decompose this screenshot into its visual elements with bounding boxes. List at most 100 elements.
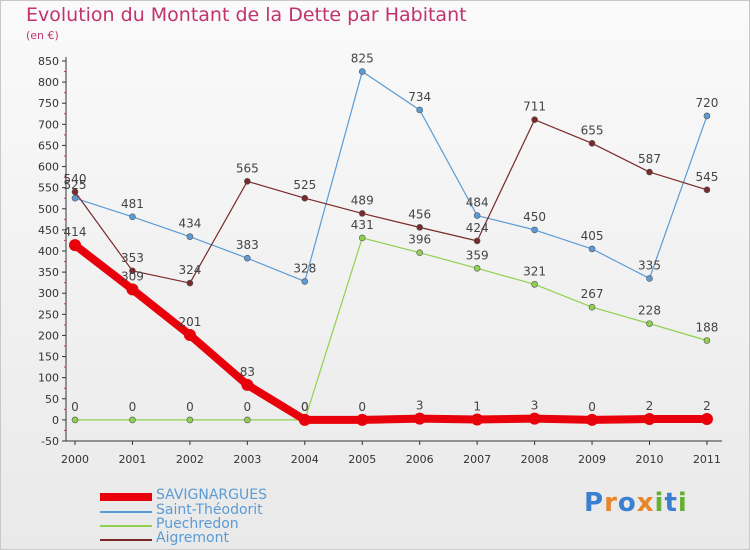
point-puechredon	[71, 416, 79, 424]
point-aigremont	[646, 168, 653, 176]
x-tick-label: 2002	[176, 453, 204, 466]
point-savignargues	[183, 329, 196, 342]
y-tick-label: 250	[38, 308, 59, 321]
data-label-savignargues: 1	[473, 399, 481, 413]
point-puechredon	[129, 416, 136, 424]
data-label-savignargues: 0	[358, 400, 366, 414]
x-tick-label: 2010	[636, 453, 664, 466]
data-label-puechredon: 0	[186, 400, 194, 414]
point-savignargues	[241, 378, 254, 391]
legend-label-aigremont: Aigremont	[156, 530, 229, 546]
point-saint-theodorit	[301, 278, 309, 285]
data-label-aigremont: 711	[523, 100, 546, 114]
y-tick-label: 550	[38, 182, 59, 195]
point-puechredon	[244, 416, 251, 424]
x-tick-label: 2003	[233, 453, 261, 466]
data-label-aigremont: 540	[64, 172, 87, 186]
point-puechredon	[531, 281, 538, 288]
x-tick-label: 2005	[348, 453, 376, 466]
data-label-aigremont: 525	[293, 178, 316, 192]
data-label-puechredon: 228	[638, 304, 661, 318]
x-tick-label: 2007	[463, 453, 491, 466]
data-label-savignargues: 0	[301, 400, 309, 414]
data-label-aigremont: 324	[178, 263, 201, 277]
y-tick-label: -50	[41, 435, 59, 448]
point-puechredon	[703, 337, 711, 344]
point-savignargues	[413, 412, 426, 425]
x-tick-label: 2009	[578, 453, 606, 466]
point-puechredon	[186, 416, 194, 424]
data-label-aigremont: 353	[121, 251, 144, 265]
y-tick-label: 700	[38, 118, 59, 131]
data-label-saint-theodorit: 484	[466, 196, 489, 210]
point-saint-theodorit	[588, 245, 596, 253]
data-label-saint-theodorit: 450	[523, 210, 546, 224]
data-label-saint-theodorit: 525	[64, 178, 87, 192]
data-label-saint-theodorit: 481	[121, 197, 144, 211]
data-label-savignargues: 201	[178, 315, 201, 329]
data-label-saint-theodorit: 734	[408, 90, 431, 104]
x-tick-label: 2000	[61, 453, 89, 466]
legend-label-saint-theodorit: Saint-Théodorit	[156, 502, 263, 518]
legend-swatch-saint-theodorit	[100, 511, 152, 513]
data-label-savignargues: 83	[240, 365, 255, 379]
data-label-savignargues: 0	[588, 400, 596, 414]
y-tick-label: 300	[38, 287, 59, 300]
data-label-saint-theodorit: 328	[293, 261, 316, 275]
y-tick-label: 350	[38, 266, 59, 279]
y-tick-label: 600	[38, 161, 59, 174]
legend-label-savignargues: SAVIGNARGUES	[156, 487, 267, 503]
point-savignargues	[471, 413, 484, 426]
y-tick-label: 650	[38, 139, 59, 152]
point-savignargues	[69, 239, 81, 252]
chart-subtitle: (en €)	[26, 29, 59, 42]
logo-letter: o	[617, 488, 637, 518]
logo-letter: t	[664, 488, 678, 518]
data-label-savignargues: 2	[646, 399, 654, 413]
series-lines	[69, 68, 713, 426]
point-savignargues	[356, 413, 369, 426]
data-label-saint-theodorit: 434	[178, 217, 201, 231]
point-puechredon	[588, 303, 596, 311]
data-label-saint-theodorit: 825	[351, 52, 374, 66]
point-savignargues	[586, 413, 599, 426]
data-label-savignargues: 2	[703, 399, 711, 413]
point-aigremont	[186, 279, 194, 287]
x-tick-label: 2008	[521, 453, 549, 466]
data-label-puechredon: 431	[351, 218, 374, 232]
point-saint-theodorit	[416, 106, 424, 114]
data-label-puechredon: 267	[581, 287, 604, 301]
logo-letter: r	[604, 488, 618, 518]
data-label-savignargues: 3	[531, 399, 539, 413]
y-tick-label: 400	[38, 245, 59, 258]
data-label-aigremont: 565	[236, 161, 259, 175]
data-label-aigremont: 655	[581, 123, 604, 137]
axes: -500501001502002503003504004505005506006…	[38, 55, 722, 466]
series-line-savignargues	[71, 241, 711, 424]
legend-swatch-puechredon	[100, 525, 152, 527]
data-label-saint-theodorit: 383	[236, 238, 259, 252]
chart-title: Evolution du Montant de la Dette par Hab…	[26, 4, 467, 26]
point-aigremont	[244, 178, 251, 185]
point-aigremont	[703, 186, 711, 194]
proxiti-logo: Proxiti	[584, 488, 688, 518]
point-saint-theodorit	[473, 212, 481, 219]
point-aigremont	[301, 194, 309, 202]
data-label-puechredon: 0	[71, 400, 79, 414]
point-saint-theodorit	[186, 233, 194, 240]
data-label-aigremont: 489	[351, 193, 374, 207]
y-tick-label: 500	[38, 203, 59, 216]
y-tick-label: 750	[38, 97, 59, 110]
data-label-savignargues: 309	[121, 269, 144, 283]
logo-letter: i	[677, 488, 688, 518]
data-label-aigremont: 587	[638, 152, 661, 166]
point-saint-theodorit	[71, 194, 79, 202]
legend-swatch-savignargues	[100, 493, 152, 501]
series-line-aigremont	[74, 119, 708, 284]
point-savignargues	[700, 413, 713, 426]
legend-label-puechredon: Puechredon	[156, 516, 239, 532]
point-aigremont	[531, 116, 538, 123]
x-tick-label: 2001	[118, 453, 146, 466]
data-labels: 414 309 201 83 0 0 3 1 3 0 2 2 525 481 434 383 328 825 734…	[64, 52, 719, 414]
